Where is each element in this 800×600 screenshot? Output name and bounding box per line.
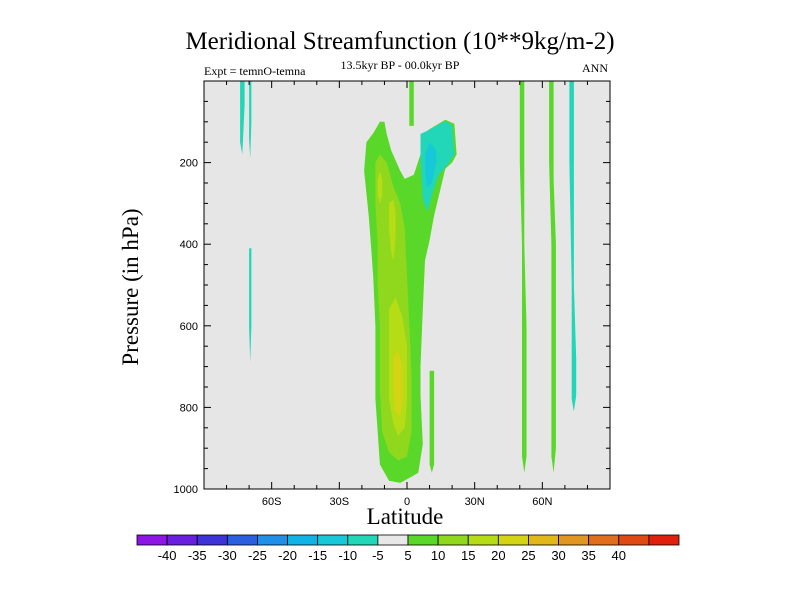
colorbar-swatch — [588, 534, 620, 546]
colorbar-swatch — [377, 534, 409, 546]
colorbar-swatch — [226, 534, 258, 546]
contour-region-13 — [389, 199, 396, 261]
colorbar-label: 5 — [404, 548, 411, 563]
colorbar-label: -35 — [188, 548, 207, 563]
colorbar-label: -40 — [158, 548, 177, 563]
colorbar-label: 35 — [581, 548, 595, 563]
contour-region-8 — [420, 121, 455, 212]
season-label: ANN — [582, 61, 608, 75]
colorbar-swatch — [467, 534, 499, 546]
colorbar-label: 10 — [431, 548, 445, 563]
colorbar-swatch — [528, 534, 559, 546]
y-tick-label: 1000 — [174, 484, 198, 496]
x-tick-label: 60N — [532, 496, 552, 508]
colorbar-swatch — [287, 534, 319, 546]
colorbar-swatch — [648, 534, 680, 546]
x-axis-label: Latitude — [366, 504, 444, 529]
colorbar-swatch — [407, 534, 439, 546]
x-tick-label: 60S — [262, 496, 282, 508]
y-tick-label: 600 — [180, 321, 198, 333]
x-tick-label: 30N — [465, 496, 485, 508]
contour-region-9 — [569, 81, 577, 412]
colorbar-swatch — [166, 534, 198, 546]
y-tick-label: 800 — [180, 402, 198, 414]
colorbar-label: -15 — [308, 548, 327, 563]
contour-region-1 — [249, 81, 252, 159]
colorbar-label: -30 — [218, 548, 237, 563]
contour-region-10 — [425, 142, 437, 188]
colorbar-label: 15 — [461, 548, 475, 563]
contour-region-3 — [409, 81, 414, 126]
chart-title: Meridional Streamfunction (10**9kg/m-2) — [185, 28, 615, 55]
colorbar-label: 40 — [612, 548, 626, 563]
colorbar-swatch — [257, 534, 288, 546]
colorbar-label: -10 — [338, 548, 357, 563]
colorbar-swatch — [618, 534, 650, 546]
colorbar: -40 -35 -30 -25 -20 -15 -10 -5 5 10 15 20 25 30 35 40 — [136, 534, 680, 563]
x-tick-label: 30S — [330, 496, 350, 508]
colorbar-swatch — [136, 534, 168, 546]
contour-region-0 — [240, 81, 245, 155]
colorbar-swatch — [347, 534, 379, 546]
colorbar-label: -20 — [278, 548, 297, 563]
colorbar-swatch — [497, 534, 529, 546]
contour-region-12 — [377, 170, 383, 204]
contour-region-7 — [549, 81, 556, 473]
colorbar-label: -5 — [372, 548, 384, 563]
contour-region-5 — [429, 370, 435, 473]
colorbar-swatch — [196, 534, 228, 546]
contour-region-15 — [393, 350, 403, 416]
colorbar-label: -25 — [248, 548, 267, 563]
chart-subtitle: 13.5kyr BP - 00.0kyr BP — [340, 58, 460, 72]
x-tick-label: 0 — [404, 496, 410, 508]
colorbar-swatch — [317, 534, 349, 546]
colorbar-swatch — [558, 534, 590, 546]
colorbar-label: 25 — [521, 548, 535, 563]
contour-region-2 — [249, 248, 252, 363]
contour-region-6 — [519, 81, 527, 473]
y-tick-label: 400 — [180, 239, 198, 251]
experiment-label: Expt = temnO-temna — [204, 64, 306, 78]
colorbar-label: 30 — [551, 548, 565, 563]
plot-frame — [203, 80, 611, 490]
y-tick-label: 200 — [180, 158, 198, 170]
contour-fill-layer — [240, 81, 577, 483]
colorbar-label: 20 — [491, 548, 505, 563]
colorbar-swatch — [437, 534, 469, 546]
